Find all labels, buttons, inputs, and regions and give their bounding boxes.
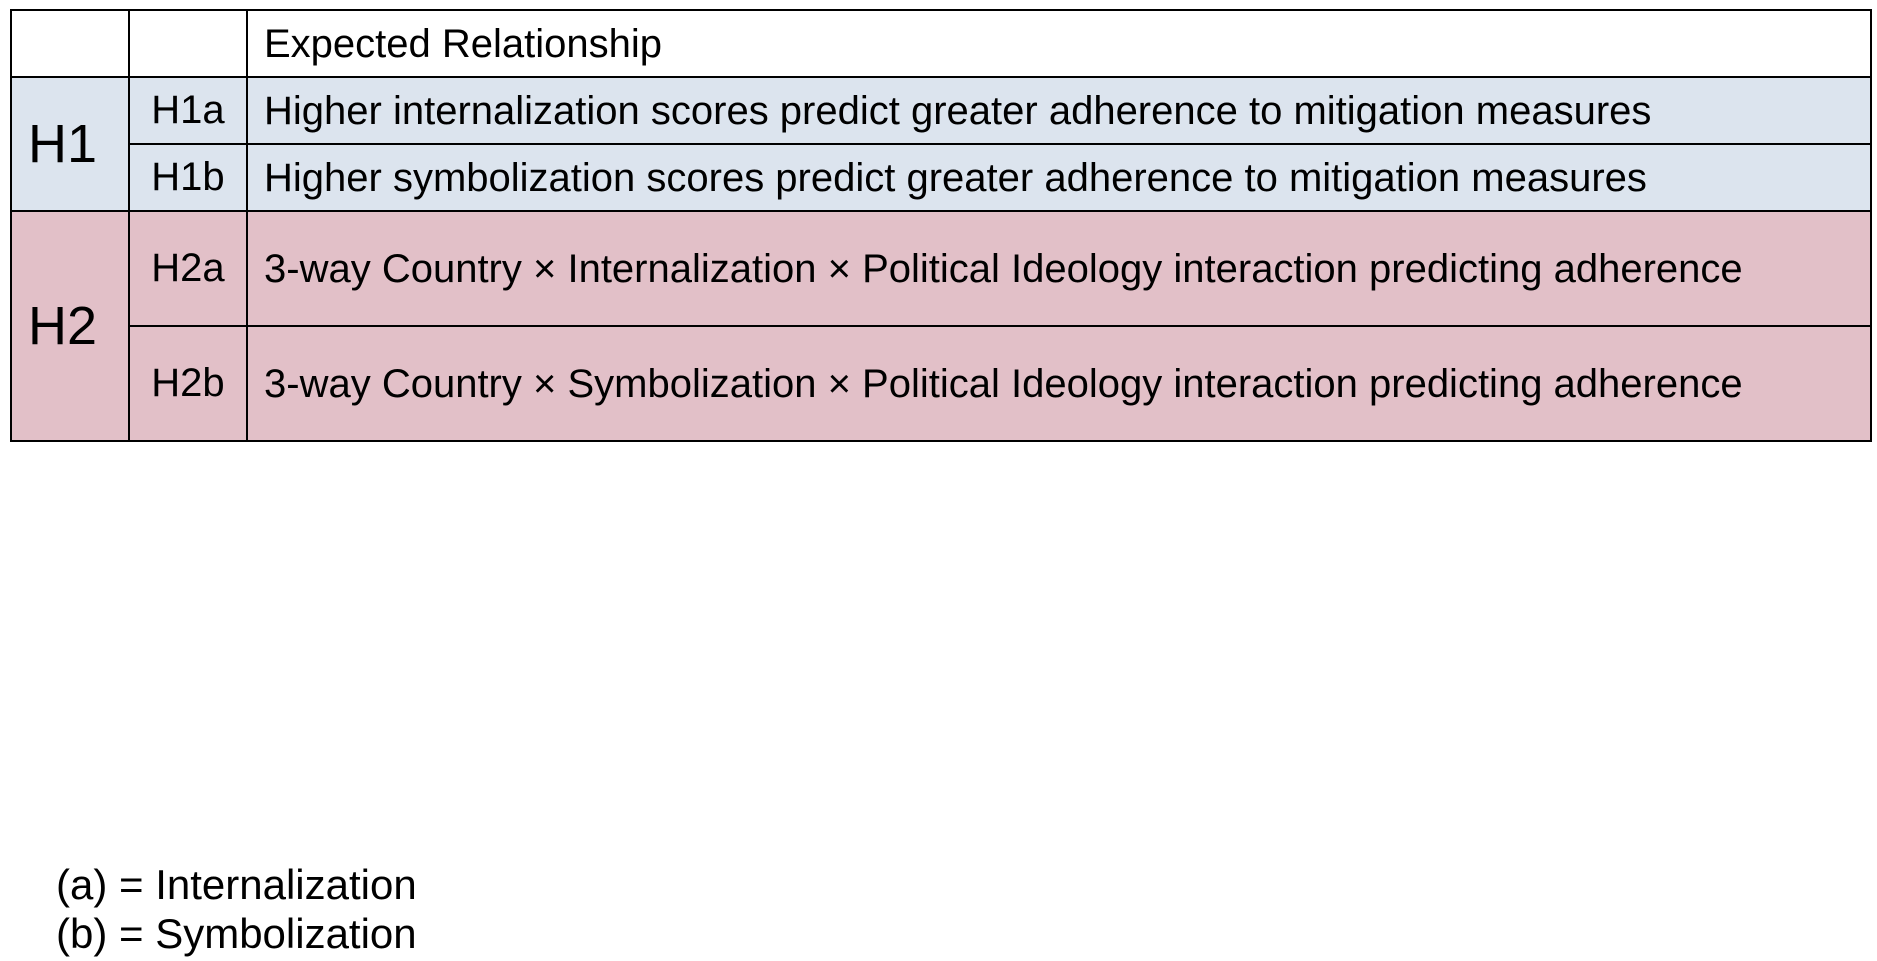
hypothesis-description: Higher internalization scores predict gr… xyxy=(246,76,1872,145)
table-row: H2 H2a 3-way Country × Internalization ×… xyxy=(10,210,1872,442)
legend-line-internalization: (a) = Internalization xyxy=(56,861,417,908)
hypothesis-id: H2a xyxy=(128,210,248,327)
header-expected-relationship: Expected Relationship xyxy=(246,9,1872,78)
hypothesis-description: 3-way Country × Internalization × Politi… xyxy=(246,210,1872,327)
header-cell-empty-1 xyxy=(10,9,130,78)
hypothesis-description: Higher symbolization scores predict grea… xyxy=(246,143,1872,212)
table-row: H2b 3-way Country × Symbolization × Poli… xyxy=(11,325,1872,442)
hypotheses-table: Expected Relationship H1 H1a Higher inte… xyxy=(10,9,1872,442)
table-row: H1b Higher symbolization scores predict … xyxy=(11,143,1872,212)
hypothesis-description: 3-way Country × Symbolization × Politica… xyxy=(246,325,1872,442)
hypothesis-group-label: H1 xyxy=(10,76,130,212)
header-cell-empty-2 xyxy=(128,9,248,78)
legend-line-symbolization: (b) = Symbolization xyxy=(56,910,417,957)
hypothesis-group-label: H2 xyxy=(10,210,130,442)
hypothesis-id: H1b xyxy=(128,143,248,212)
table-header-row: Expected Relationship xyxy=(10,9,1872,78)
hypothesis-id: H2b xyxy=(128,325,248,442)
legend: (a) = Internalization (b) = Symbolizatio… xyxy=(56,860,417,958)
hypothesis-id: H1a xyxy=(128,76,248,145)
table-row: H1 H1a Higher internalization scores pre… xyxy=(10,76,1872,212)
